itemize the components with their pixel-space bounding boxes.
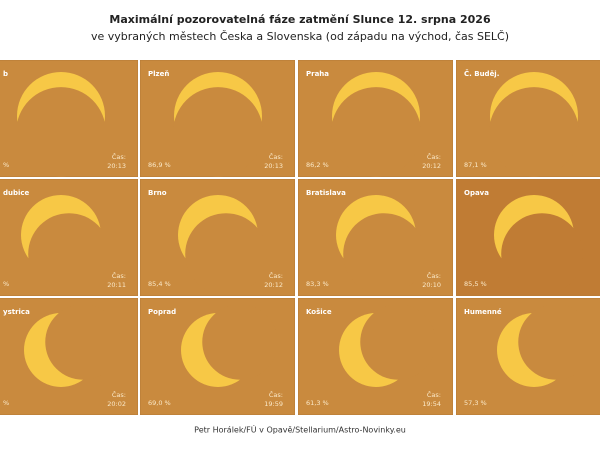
phase-label: 86,9 % bbox=[148, 161, 171, 169]
phase-label: 69,0 % bbox=[148, 399, 171, 407]
phase-label: 87,1 % bbox=[464, 161, 487, 169]
time-value: 20:10 bbox=[422, 281, 441, 289]
time-value: 20:11 bbox=[107, 281, 126, 289]
city-label: b bbox=[3, 70, 8, 78]
phase-label: 57,3 % bbox=[464, 399, 487, 407]
time-label: Čas: bbox=[112, 271, 126, 280]
moon bbox=[202, 304, 278, 380]
city-label: Praha bbox=[306, 70, 329, 78]
phase-label: % bbox=[3, 280, 9, 288]
phase-label: % bbox=[3, 161, 9, 169]
time-label: Čas: bbox=[112, 390, 126, 399]
time-value: 19:54 bbox=[422, 400, 441, 408]
time-label: Čas: bbox=[269, 152, 283, 161]
city-label: dubice bbox=[3, 189, 30, 197]
moon bbox=[28, 213, 110, 295]
phase-label: 85,4 % bbox=[148, 280, 171, 288]
panel: Bratislava 83,3 % Čas:20:10 bbox=[298, 179, 453, 296]
moon bbox=[331, 87, 421, 177]
phase-label: 83,3 % bbox=[306, 280, 329, 288]
time-label: Čas: bbox=[269, 271, 283, 280]
city-label: Brno bbox=[148, 189, 167, 197]
moon bbox=[489, 87, 579, 177]
time-value: 20:02 bbox=[107, 400, 126, 408]
city-label: Poprad bbox=[148, 308, 176, 316]
panel: Humenné 57,3 % bbox=[456, 298, 600, 415]
city-label: Plzeň bbox=[148, 70, 169, 78]
city-label: Košice bbox=[306, 308, 332, 316]
subtitle: ve vybraných městech Česka a Slovenska (… bbox=[91, 30, 509, 43]
phase-label: 86,2 % bbox=[306, 161, 329, 169]
time-value: 20:13 bbox=[107, 162, 126, 170]
credit: Petr Horálek/FÚ v Opavě/Stellarium/Astro… bbox=[194, 424, 406, 435]
panel: Brno 85,4 % Čas:20:12 bbox=[140, 179, 295, 296]
moon bbox=[501, 213, 583, 295]
time-value: 20:12 bbox=[264, 281, 283, 289]
panel: Košice 61,3 % Čas:19:54 bbox=[298, 298, 453, 415]
moon bbox=[360, 304, 436, 380]
panel: Praha 86,2 % Čas:20:12 bbox=[298, 60, 453, 177]
title: Maximální pozorovatelná fáze zatmění Slu… bbox=[109, 13, 491, 26]
panel: Č. Buděj. 87,1 % bbox=[456, 60, 600, 177]
time-label: Čas: bbox=[427, 390, 441, 399]
time-label: Čas: bbox=[427, 271, 441, 280]
moon bbox=[343, 213, 425, 295]
moon bbox=[185, 213, 267, 295]
panel: Poprad 69,0 % Čas:19:59 bbox=[140, 298, 295, 415]
city-label: Bratislava bbox=[306, 189, 346, 197]
moon bbox=[173, 87, 263, 177]
time-value: 19:59 bbox=[264, 400, 283, 408]
panel: Opava 85,5 % bbox=[456, 179, 600, 296]
time-value: 20:12 bbox=[422, 162, 441, 170]
time-value: 20:13 bbox=[264, 162, 283, 170]
phase-label: 61,3 % bbox=[306, 399, 329, 407]
city-label: ystrica bbox=[3, 308, 30, 316]
city-label: Č. Buděj. bbox=[464, 69, 499, 78]
moon bbox=[16, 87, 106, 177]
time-label: Čas: bbox=[427, 152, 441, 161]
phase-label: 85,5 % bbox=[464, 280, 487, 288]
panel: b% Čas:20:13 bbox=[0, 60, 138, 177]
time-label: Čas: bbox=[269, 390, 283, 399]
city-label: Opava bbox=[464, 189, 489, 197]
panel: dubice% Čas:20:11 bbox=[0, 179, 138, 296]
phase-label: % bbox=[3, 399, 9, 407]
time-label: Čas: bbox=[112, 152, 126, 161]
moon bbox=[518, 304, 594, 380]
panel: ystrica% Čas:20:02 bbox=[0, 298, 138, 415]
panel: Plzeň 86,9 % Čas:20:13 bbox=[140, 60, 295, 177]
city-label: Humenné bbox=[464, 308, 502, 316]
moon bbox=[45, 304, 121, 380]
